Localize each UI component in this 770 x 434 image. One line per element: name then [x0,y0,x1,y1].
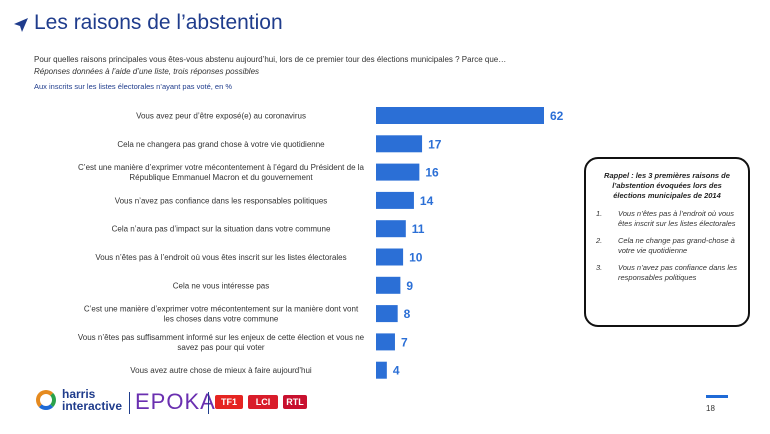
data-label: 4 [393,364,400,378]
bar [376,333,395,351]
callout-item: 3. Vous n’avez pas confiance dans les re… [596,263,738,283]
callout-title: Rappel : les 3 premières raisons de l’ab… [604,171,730,200]
page-title: Les raisons de l’abstention [34,11,283,34]
bar [376,361,387,379]
harris-logo-line2: interactive [62,399,123,413]
epoka-logo: EPOKA [135,389,216,414]
question-text: Pour quelles raisons principales vous êt… [34,55,507,64]
callout-list: 1. Vous n’êtes pas à l’endroit où vous ê… [596,209,738,283]
bar [376,276,401,294]
data-label: 9 [406,279,413,293]
data-label: 10 [409,251,423,265]
bar [376,107,544,124]
bar [376,305,398,323]
base-note: Aux inscrits sur les listes électorales … [34,82,233,91]
callout-item: 1. Vous n’êtes pas à l’endroit où vous ê… [596,209,738,229]
callout-item-number: 3. [596,263,603,272]
category-label: C’est une manière d’exprimer votre mécon… [78,163,364,182]
footer-divider [129,392,130,414]
category-label: Cela n’aura pas d’impact sur la situatio… [112,225,331,234]
reminder-callout: Rappel : les 3 premières raisons de l’ab… [584,157,750,327]
bar [376,191,414,209]
harris-logo-line1: harris [62,387,96,401]
bar [376,220,406,238]
callout-item-number: 2. [596,236,603,245]
category-label: Vous n’êtes pas suffisamment informé sur… [78,333,365,352]
category-label: Cela ne vous intéresse pas [173,281,270,290]
tf1-logo: TF1 [215,395,243,409]
rtl-logo: RTL [283,395,307,409]
category-label: Vous n’avez pas confiance dans les respo… [115,196,328,205]
category-label: Vous avez autre chose de mieux à faire a… [130,366,312,375]
data-label: 62 [550,109,564,123]
page-number-bar [706,395,728,398]
data-label: 17 [428,137,442,151]
data-label: 7 [401,335,408,349]
harris-logo-icon [36,390,56,410]
category-label: Vous avez peur d’être exposé(e) au coron… [136,112,306,121]
lci-logo: LCI [248,395,278,409]
data-label: 14 [420,194,434,208]
category-label: Vous n’êtes pas à l’endroit où vous êtes… [95,253,346,262]
bar [376,248,404,266]
bar [376,135,423,153]
category-label: Cela ne changera pas grand chose à votre… [117,140,325,149]
category-label: C’est une manière d’exprimer votre mécon… [84,305,359,324]
answer-instructions: Réponses données à l’aide d’une liste, t… [34,67,260,76]
data-label: 16 [425,166,439,180]
title-arrow-icon [14,18,28,32]
callout-item-number: 1. [596,209,603,218]
callout-item-text: Vous n’avez pas confiance dans les respo… [618,263,737,282]
harris-interactive-logo: harris interactive [62,388,122,412]
data-label: 8 [404,307,411,321]
page-number: 18 [706,404,715,413]
footer-divider [208,392,209,414]
bar [376,163,420,181]
callout-item-text: Vous n’êtes pas à l’endroit où vous êtes… [618,209,736,228]
data-label: 11 [412,222,425,236]
callout-item-text: Cela ne change pas grand-chose à votre v… [618,236,735,255]
callout-item: 2. Cela ne change pas grand-chose à votr… [596,236,738,256]
